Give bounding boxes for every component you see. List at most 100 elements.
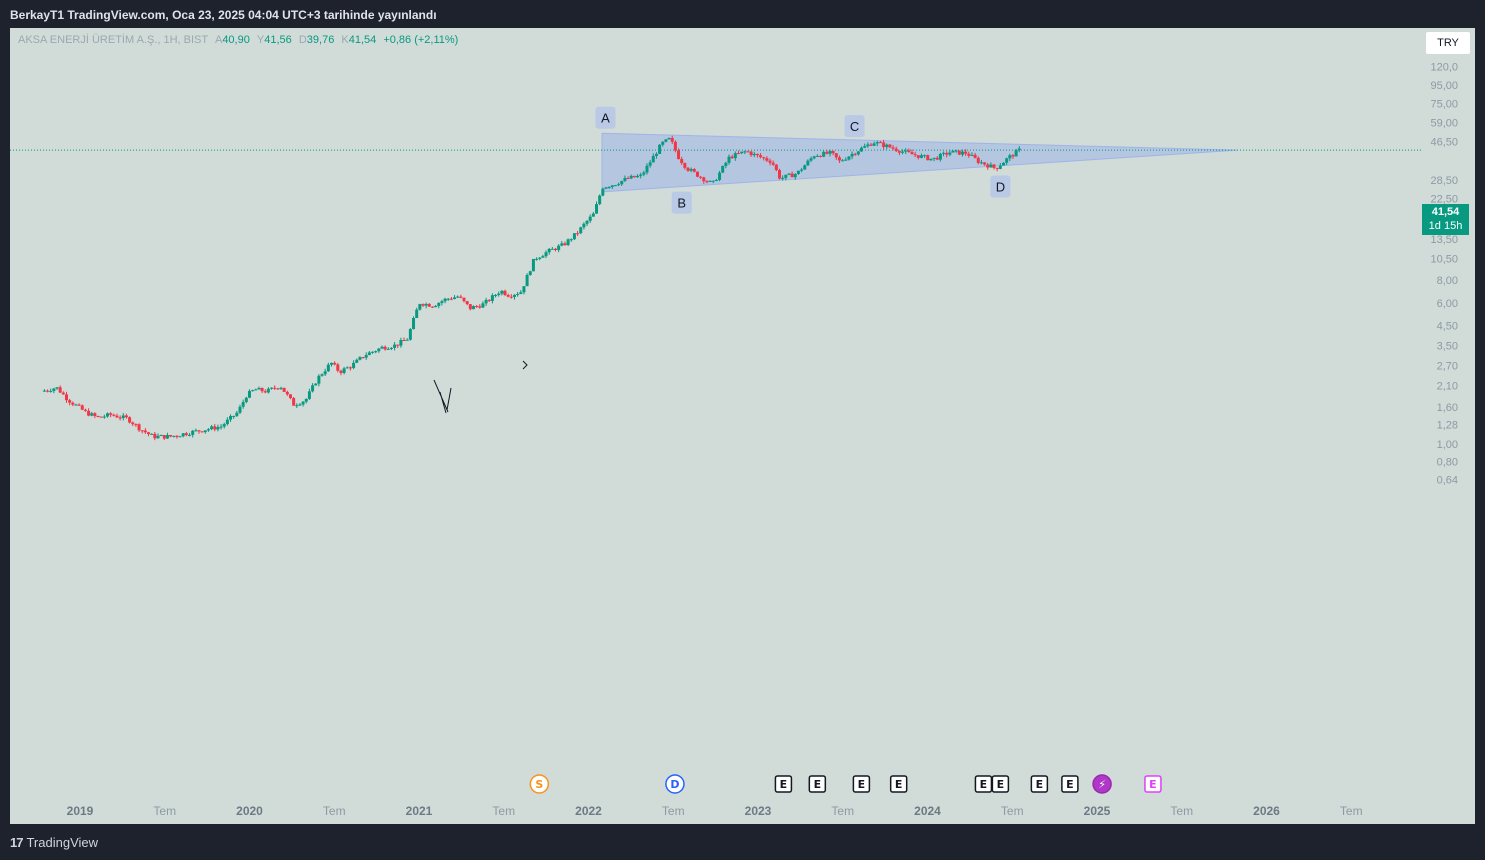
event-marker-label: E bbox=[814, 778, 822, 791]
candle-body bbox=[112, 414, 116, 416]
candle-body bbox=[945, 152, 949, 155]
candle-body bbox=[724, 162, 728, 166]
chart-pane[interactable]: 120,095,0075,0059,0046,5028,5022,5017,50… bbox=[10, 28, 1475, 824]
candle-body bbox=[254, 389, 258, 391]
candle-body bbox=[550, 248, 554, 250]
candle-body bbox=[617, 184, 621, 186]
candle-body bbox=[626, 178, 630, 180]
brand-name: TradingView bbox=[26, 835, 99, 850]
x-tick-label: 2022 bbox=[575, 804, 602, 818]
currency-button[interactable]: TRY bbox=[1426, 32, 1470, 54]
candle-body bbox=[380, 346, 384, 349]
earnings-marker-icon bbox=[1061, 775, 1079, 793]
candle-body bbox=[241, 402, 245, 407]
candle-body bbox=[339, 370, 343, 373]
x-tick-label: Tem bbox=[492, 804, 515, 818]
candle-body bbox=[885, 144, 889, 148]
candle-body bbox=[298, 404, 302, 406]
y-tick-label: 120,0 bbox=[1430, 62, 1458, 74]
candle-body bbox=[834, 153, 838, 158]
candle-body bbox=[910, 152, 914, 155]
candle-body bbox=[213, 426, 217, 430]
y-tick-label: 13,50 bbox=[1430, 234, 1458, 246]
tradingview-brand[interactable]: 17 TradingView bbox=[10, 835, 98, 850]
candle-body bbox=[229, 416, 233, 420]
candle-body bbox=[553, 248, 557, 251]
candle-body bbox=[1005, 158, 1009, 163]
earnings-marker-icon bbox=[808, 775, 827, 793]
candle-body bbox=[320, 374, 324, 376]
candle-body bbox=[601, 188, 605, 196]
candle-body bbox=[487, 299, 491, 301]
candle-body bbox=[970, 154, 974, 156]
candle-body bbox=[367, 352, 371, 356]
candle-body bbox=[203, 430, 207, 433]
earnings-marker-icon bbox=[1144, 775, 1162, 793]
candle-body bbox=[743, 151, 747, 153]
candle-body bbox=[642, 172, 646, 175]
candle-body bbox=[992, 164, 996, 168]
candle-body bbox=[191, 430, 195, 435]
candle-body bbox=[288, 394, 292, 399]
candle-body bbox=[181, 433, 185, 437]
candle-body bbox=[68, 400, 72, 403]
candle-body bbox=[721, 165, 725, 173]
candle-body bbox=[131, 422, 135, 425]
y-tick-label: 0,64 bbox=[1437, 474, 1458, 486]
candle-body bbox=[591, 213, 595, 217]
candle-body bbox=[610, 185, 614, 187]
candle-body bbox=[443, 298, 447, 302]
candle-body bbox=[752, 153, 756, 156]
candle-body bbox=[967, 153, 971, 156]
candle-body bbox=[412, 318, 416, 330]
candle-body bbox=[266, 388, 270, 393]
candle-body bbox=[538, 257, 542, 259]
candle-body bbox=[891, 147, 895, 149]
candle-body bbox=[490, 295, 494, 301]
y-tick-label: 2,10 bbox=[1437, 381, 1458, 393]
candle-body bbox=[71, 402, 75, 405]
candle-body bbox=[200, 431, 204, 433]
candle-body bbox=[197, 430, 201, 432]
candle-body bbox=[509, 296, 513, 298]
candle-body bbox=[639, 174, 643, 176]
candle-body bbox=[904, 150, 908, 152]
candle-body bbox=[374, 351, 378, 353]
candle-body bbox=[607, 186, 611, 188]
candle-body bbox=[916, 155, 920, 158]
candle-body bbox=[692, 169, 696, 172]
candle-body bbox=[80, 405, 84, 410]
candle-body bbox=[389, 347, 393, 349]
open-value: 40,90 bbox=[222, 34, 250, 46]
candle-body bbox=[686, 167, 690, 171]
candle-body bbox=[535, 258, 539, 260]
candle-body bbox=[468, 304, 472, 310]
candle-body bbox=[361, 357, 365, 359]
chart-svg[interactable]: 120,095,0075,0059,0046,5028,5022,5017,50… bbox=[10, 28, 1475, 824]
candle-body bbox=[430, 306, 434, 308]
x-tick-label: 2021 bbox=[406, 804, 433, 818]
candle-body bbox=[579, 227, 583, 234]
candle-body bbox=[109, 413, 113, 415]
candle-body bbox=[528, 271, 532, 275]
candle-body bbox=[437, 302, 441, 306]
candle-body bbox=[128, 417, 132, 423]
candle-body bbox=[673, 141, 677, 151]
candle-body bbox=[929, 158, 933, 161]
candle-body bbox=[695, 171, 699, 177]
candle-body bbox=[273, 387, 277, 389]
candle-body bbox=[620, 180, 624, 185]
candle-body bbox=[307, 391, 311, 399]
candle-body bbox=[386, 348, 390, 350]
x-tick-label: Tem bbox=[1340, 804, 1363, 818]
candle-body bbox=[314, 383, 318, 386]
candle-body bbox=[819, 155, 823, 157]
candle-body bbox=[440, 301, 444, 303]
candle-body bbox=[957, 150, 961, 155]
candle-body bbox=[301, 401, 305, 405]
candle-body bbox=[995, 167, 999, 169]
candle-body bbox=[699, 176, 703, 178]
candle-body bbox=[153, 433, 157, 439]
candle-body bbox=[576, 233, 580, 235]
candle-body bbox=[257, 387, 261, 390]
